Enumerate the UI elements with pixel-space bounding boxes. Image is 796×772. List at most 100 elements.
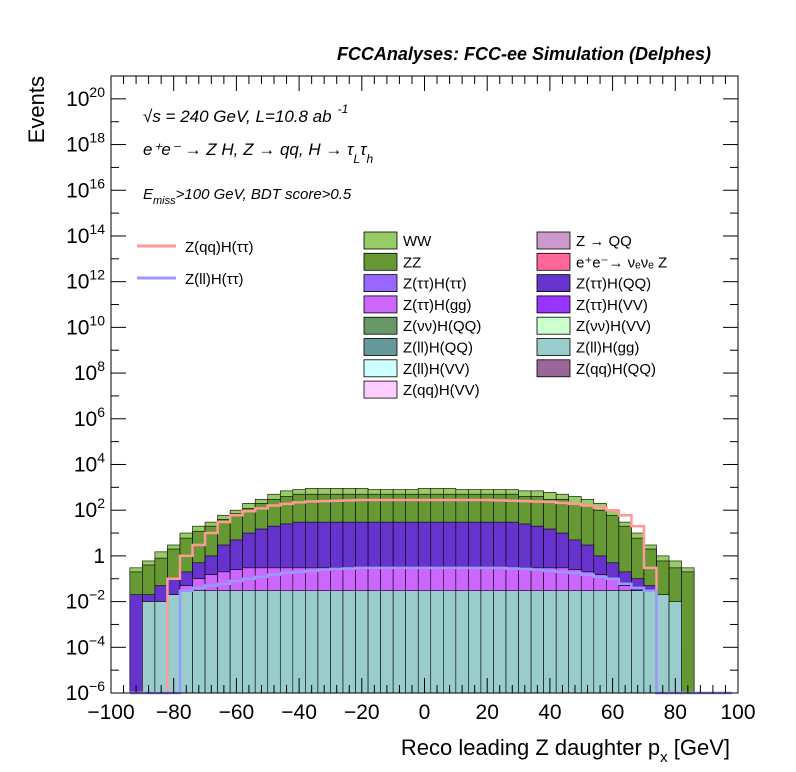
y-tick-label: 1018 bbox=[66, 130, 105, 157]
stack-bar-4-16 bbox=[330, 590, 344, 694]
x-tick-label: −40 bbox=[281, 701, 317, 724]
stack-bar-4-22 bbox=[405, 590, 419, 694]
stack-bar-4-19 bbox=[367, 590, 381, 694]
x-tick-label: −100 bbox=[87, 701, 134, 724]
x-tick-label: 40 bbox=[538, 701, 561, 724]
legend-swatch-13 bbox=[536, 359, 571, 378]
legend-swatch-12 bbox=[363, 359, 398, 378]
stack-bar-4-37 bbox=[593, 590, 607, 694]
y-tick-label: 1012 bbox=[66, 267, 105, 294]
stack-bar-4-31 bbox=[518, 590, 532, 694]
legend-swatch-4 bbox=[363, 274, 398, 293]
y-tick-label: 10−2 bbox=[66, 587, 106, 614]
stack-bar-4-1 bbox=[142, 601, 156, 694]
legend-label-3: e⁺e⁻→ νₑνₑ Z bbox=[576, 254, 667, 271]
annotation-selection-e: E bbox=[143, 186, 154, 203]
legend-swatch-0 bbox=[363, 231, 398, 250]
x-tick-label: −20 bbox=[344, 701, 380, 724]
legend: Z(qq)H(ττ) Z(ll)H(ττ) WW Z → QQ ZZ e⁺e⁻→ νₑνₑ… bbox=[137, 231, 667, 399]
stack-bar-4-15 bbox=[317, 590, 331, 694]
legend-swatch-2 bbox=[363, 252, 398, 271]
stack-bar-4-42 bbox=[656, 594, 670, 694]
annotation-energy-sup: -1 bbox=[338, 102, 349, 116]
stack-bar-4-29 bbox=[493, 590, 507, 694]
stack-bar-2-0 bbox=[129, 594, 143, 694]
y-tick-label: 10−6 bbox=[66, 678, 106, 705]
stack-bar-4-9 bbox=[242, 590, 256, 694]
stack-bar-1-44 bbox=[681, 571, 695, 694]
x-tick-label: −60 bbox=[219, 701, 255, 724]
legend-swatch-14 bbox=[363, 380, 398, 399]
legend-swatch-7 bbox=[536, 295, 571, 314]
y-tick-label: 102 bbox=[74, 495, 105, 522]
legend-label-8: Z(νν)H(QQ) bbox=[403, 318, 481, 335]
x-axis-label-main: Reco leading Z daughter p bbox=[401, 735, 660, 760]
stack-bar-4-24 bbox=[430, 590, 444, 694]
stack-bar-4-13 bbox=[292, 590, 306, 694]
stack-bar-4-2 bbox=[154, 601, 168, 694]
stack-bar-4-6 bbox=[204, 590, 218, 694]
stack-bar-4-26 bbox=[455, 590, 469, 694]
stack-bar-4-30 bbox=[505, 590, 519, 694]
annotation-selection-sub: miss bbox=[153, 195, 176, 207]
stack-bar-4-8 bbox=[229, 590, 243, 694]
x-tick-label: 80 bbox=[664, 701, 687, 724]
legend-label-5: Z(ττ)H(QQ) bbox=[576, 276, 651, 293]
x-tick-label: 20 bbox=[476, 701, 499, 724]
legend-swatch-8 bbox=[363, 316, 398, 335]
stack-bar-4-5 bbox=[192, 590, 206, 694]
stack-bar-4-33 bbox=[543, 590, 557, 694]
stack-bar-4-18 bbox=[355, 590, 369, 694]
legend-label-6: Z(ττ)H(gg) bbox=[403, 297, 472, 314]
stack-bar-4-11 bbox=[267, 590, 281, 694]
legend-label-11: Z(ll)H(gg) bbox=[576, 340, 639, 357]
x-axis-label-sub: x bbox=[660, 749, 668, 766]
y-axis-label: Events bbox=[24, 76, 49, 143]
stack-bar-4-4 bbox=[179, 590, 193, 694]
signal-line-0 bbox=[129, 498, 732, 695]
legend-label-1: Z → QQ bbox=[576, 233, 632, 250]
legend-label-7: Z(ττ)H(VV) bbox=[576, 297, 648, 314]
legend-label-9: Z(νν)H(VV) bbox=[576, 318, 651, 335]
annotation-process-sub1: L bbox=[353, 152, 360, 166]
stack-bar-4-32 bbox=[530, 590, 544, 694]
y-tick-label: 1020 bbox=[66, 84, 105, 111]
stack-bar-4-34 bbox=[555, 590, 570, 694]
stack-bar-4-40 bbox=[631, 590, 645, 694]
legend-signal-label-0: Z(qq)H(ττ) bbox=[185, 239, 254, 256]
stack-bar-4-39 bbox=[618, 590, 632, 694]
y-tick-label: 1 bbox=[93, 545, 105, 568]
x-tick-label: 0 bbox=[419, 701, 431, 724]
stack-bar-4-35 bbox=[568, 590, 582, 694]
x-axis-label: Reco leading Z daughter px [GeV] bbox=[401, 735, 730, 766]
legend-swatch-10 bbox=[363, 338, 398, 356]
stack-bar-4-17 bbox=[342, 590, 356, 694]
x-tick-label: 100 bbox=[720, 701, 755, 724]
x-tick-label: −80 bbox=[156, 701, 192, 724]
stack-bar-4-41 bbox=[643, 590, 657, 694]
y-tick-label: 104 bbox=[74, 449, 105, 476]
legend-swatch-6 bbox=[363, 295, 398, 314]
x-axis-label-unit: [GeV] bbox=[668, 735, 730, 760]
legend-label-0: WW bbox=[403, 233, 432, 250]
stack-bar-4-36 bbox=[580, 590, 595, 694]
annotation-energy-text: √s = 240 GeV, L=10.8 ab bbox=[143, 107, 332, 126]
annotation-energy: √s = 240 GeV, L=10.8 ab -1 bbox=[143, 102, 348, 126]
legend-label-12: Z(ll)H(VV) bbox=[403, 361, 470, 378]
stack-bar-4-12 bbox=[279, 590, 294, 694]
stack-bar-4-14 bbox=[305, 590, 319, 694]
stack-bar-4-20 bbox=[380, 590, 394, 694]
annotation-process-text: e⁺e⁻ → Z H, Z → qq, H → τ bbox=[143, 140, 355, 159]
y-tick-label: 10−4 bbox=[66, 632, 106, 659]
legend-swatch-5 bbox=[536, 274, 571, 293]
y-tick-label: 108 bbox=[74, 358, 105, 385]
stack-bar-4-38 bbox=[606, 590, 620, 694]
annotation-process: e⁺e⁻ → Z H, Z → qq, H → τLτh bbox=[143, 140, 373, 166]
legend-swatch-3 bbox=[536, 252, 571, 271]
legend-label-10: Z(ll)H(QQ) bbox=[403, 340, 473, 357]
legend-label-2: ZZ bbox=[403, 254, 421, 271]
x-tick-label: 60 bbox=[601, 701, 624, 724]
stack-bar-4-25 bbox=[443, 590, 457, 694]
legend-swatch-11 bbox=[536, 338, 571, 356]
